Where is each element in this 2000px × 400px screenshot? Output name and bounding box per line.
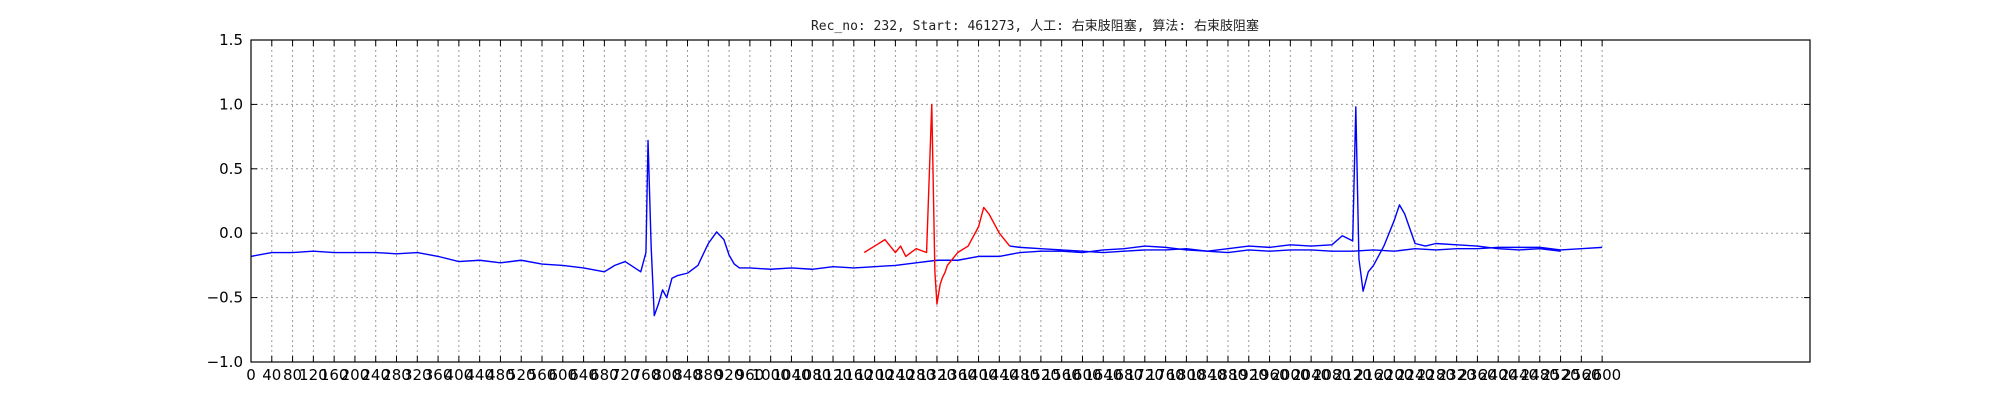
x-tick-label: 440 (465, 366, 494, 384)
x-tick-label: 1960 (1250, 366, 1288, 384)
x-tick-label: 1680 (1105, 366, 1143, 384)
x-tick-label: 1240 (876, 366, 914, 384)
x-tick-label: 120 (299, 366, 328, 384)
x-tick-label: 1320 (918, 366, 956, 384)
x-tick-label: 1640 (1084, 366, 1122, 384)
x-tick-label: 1360 (939, 366, 977, 384)
x-tick-label: 360 (424, 366, 453, 384)
chart-title: Rec_no: 232, Start: 461273, 人工: 右束肢阻塞, 算… (811, 18, 1259, 34)
x-tick-label: 280 (382, 366, 411, 384)
x-tick-label: 2520 (1541, 366, 1579, 384)
x-tick-label: 1480 (1001, 366, 1039, 384)
x-tick-label: 2360 (1458, 366, 1496, 384)
x-tick-label: 1120 (814, 366, 852, 384)
x-tick-label: 1720 (1126, 366, 1164, 384)
y-tick-label: −1.0 (207, 353, 243, 371)
x-tick-label: 760 (632, 366, 661, 384)
x-tick-label: 2000 (1271, 366, 1309, 384)
x-tick-label: 480 (486, 366, 515, 384)
x-tick-label: 240 (361, 366, 390, 384)
x-tick-label: 400 (445, 366, 474, 384)
x-tick-label: 1280 (897, 366, 935, 384)
x-tick-label: 1400 (959, 366, 997, 384)
series-lines (250, 103, 1603, 317)
x-tick-label: 320 (403, 366, 432, 384)
x-tick-label: 0 (246, 366, 256, 384)
x-tick-label: 1840 (1188, 366, 1226, 384)
x-tick-label: 640 (569, 366, 598, 384)
x-tick-label: 2480 (1521, 366, 1559, 384)
x-tick-label: 1200 (856, 366, 894, 384)
x-tick-label: 1600 (1063, 366, 1101, 384)
x-tick-label: 560 (528, 366, 557, 384)
x-tick-label: 2240 (1396, 366, 1434, 384)
x-tick-label: 1880 (1209, 366, 1247, 384)
y-tick-label: −0.5 (207, 289, 243, 307)
x-tick-label: 960 (736, 366, 765, 384)
x-tick-label: 1080 (793, 366, 831, 384)
x-tick-label: 880 (694, 366, 723, 384)
x-tick-label: 200 (341, 366, 370, 384)
x-tick-label: 1000 (752, 366, 790, 384)
y-tick-label: 0.5 (219, 160, 243, 178)
x-tick-label: 1760 (1147, 366, 1185, 384)
x-tick-label: 2280 (1417, 366, 1455, 384)
x-tick-label: 720 (611, 366, 640, 384)
x-tick-label: 680 (590, 366, 619, 384)
x-tick-label: 1440 (980, 366, 1018, 384)
y-tick-label: 0.0 (219, 224, 243, 242)
x-axis-ticks: 0 40 8012016020024028032036040044048052056… (246, 40, 1621, 384)
x-tick-label: 1040 (772, 366, 810, 384)
x-tick-label: 160 (320, 366, 349, 384)
y-tick-label: 1.5 (219, 31, 243, 49)
series-line-3 (1009, 106, 1561, 292)
x-tick-label: 2560 (1562, 366, 1600, 384)
x-tick-label: 840 (673, 366, 702, 384)
x-tick-label: 1520 (1022, 366, 1060, 384)
x-tick-label: 800 (652, 366, 681, 384)
x-tick-label: 2160 (1354, 366, 1392, 384)
series-line-2 (863, 103, 1011, 305)
x-tick-label: 1560 (1043, 366, 1081, 384)
x-tick-label: 1920 (1230, 366, 1268, 384)
grid-lines (251, 40, 1810, 362)
x-tick-label: 2440 (1500, 366, 1538, 384)
x-tick-label: 2080 (1313, 366, 1351, 384)
x-tick-label: 80 (283, 366, 302, 384)
x-tick-label: 1800 (1167, 366, 1205, 384)
series-line-1 (250, 139, 1603, 317)
x-tick-label: 2320 (1438, 366, 1476, 384)
plot-frame (250, 39, 1811, 363)
x-tick-label: 2400 (1479, 366, 1517, 384)
x-tick-label: 2120 (1334, 366, 1372, 384)
x-tick-label: 520 (507, 366, 536, 384)
x-tick-label: 600 (548, 366, 577, 384)
x-tick-label: 2600 (1583, 366, 1621, 384)
x-tick-label: 2200 (1375, 366, 1413, 384)
x-tick-label: 40 (262, 366, 281, 384)
y-tick-label: 1.0 (219, 95, 243, 113)
x-tick-label: 920 (715, 366, 744, 384)
x-tick-label: 1160 (835, 366, 873, 384)
x-tick-label: 2040 (1292, 366, 1330, 384)
y-axis-ticks: −1.0 −0.5 0.0 0.5 1.0 1.5 (207, 31, 1810, 371)
